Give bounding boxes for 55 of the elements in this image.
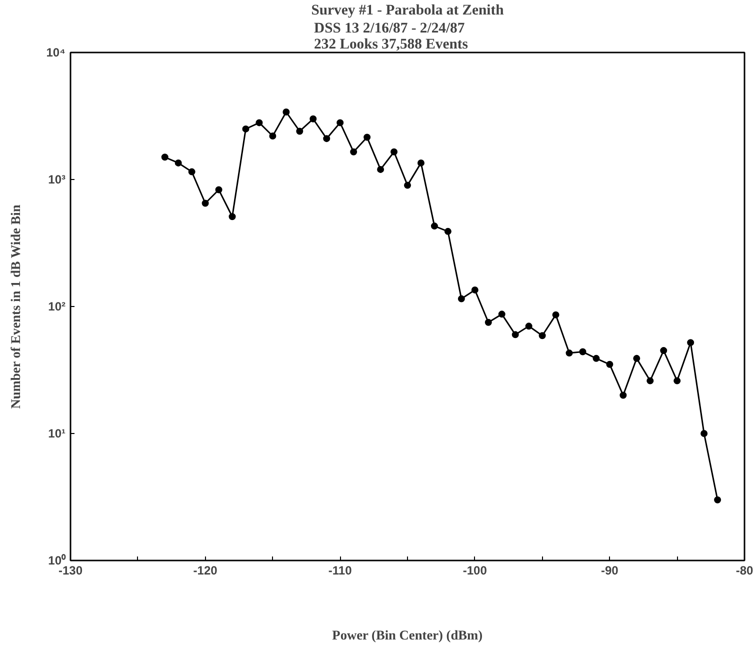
point bbox=[633, 354, 640, 362]
x-axis-title: Power (Bin Center) (dBm) bbox=[332, 628, 483, 642]
point bbox=[269, 132, 276, 140]
y-tick-label: 10³ bbox=[48, 172, 66, 186]
point bbox=[242, 125, 250, 132]
x-tick-label: -110 bbox=[328, 564, 352, 578]
y-tick-label: 10⁴ bbox=[46, 46, 66, 60]
point bbox=[444, 228, 452, 235]
point bbox=[228, 213, 236, 220]
point bbox=[364, 134, 371, 141]
point bbox=[687, 339, 694, 346]
point bbox=[525, 322, 532, 330]
point bbox=[538, 332, 546, 340]
point bbox=[161, 154, 168, 161]
point bbox=[714, 496, 722, 504]
point bbox=[579, 348, 586, 356]
chart-title: Survey #1 - Parabola at Zenith bbox=[311, 2, 504, 18]
point bbox=[323, 135, 330, 142]
point bbox=[620, 392, 627, 399]
y-axis-title: Number of Events in 1 dB Wide Bin bbox=[8, 204, 24, 409]
point bbox=[390, 148, 398, 156]
point bbox=[674, 377, 681, 384]
point bbox=[282, 108, 290, 116]
point bbox=[430, 222, 438, 230]
point bbox=[310, 115, 317, 122]
chart-subtitle: DSS 13 2/16/87 - 2/24/87 232 Looks 37,588 Events bbox=[314, 20, 468, 52]
point bbox=[566, 350, 573, 357]
point bbox=[471, 286, 478, 294]
point bbox=[296, 128, 304, 135]
point bbox=[498, 310, 506, 318]
x-tick-label: -100 bbox=[462, 564, 488, 578]
point bbox=[350, 148, 358, 156]
point bbox=[188, 168, 196, 176]
point bbox=[606, 360, 614, 368]
point bbox=[417, 159, 424, 166]
point bbox=[700, 430, 708, 437]
point bbox=[404, 182, 411, 189]
y-tick-label: 10² bbox=[48, 300, 66, 314]
x-tick-label: -80 bbox=[736, 564, 754, 578]
point bbox=[215, 186, 222, 194]
point bbox=[256, 119, 263, 126]
point bbox=[174, 159, 182, 166]
x-tick-label: -90 bbox=[601, 564, 619, 578]
point bbox=[484, 318, 492, 326]
y-tick-label: 10¹ bbox=[48, 426, 66, 440]
point bbox=[646, 377, 654, 384]
point bbox=[552, 311, 560, 318]
x-tick-label: -120 bbox=[193, 564, 218, 578]
point bbox=[336, 119, 344, 126]
point bbox=[512, 331, 519, 338]
point bbox=[377, 166, 384, 173]
point bbox=[202, 200, 209, 207]
point bbox=[592, 354, 600, 362]
point bbox=[458, 295, 465, 302]
point bbox=[660, 347, 668, 354]
